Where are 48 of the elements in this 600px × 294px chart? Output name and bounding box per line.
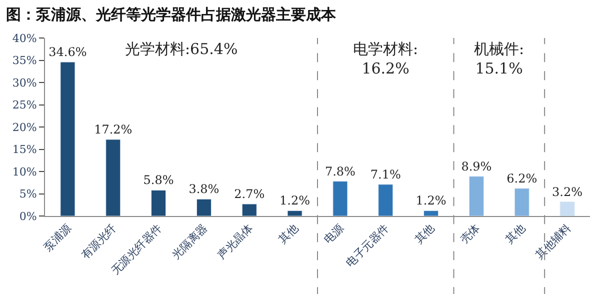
data-label: 7.1%: [370, 167, 401, 182]
data-label: 17.2%: [94, 122, 132, 136]
y-tick-label: 20%: [12, 120, 37, 134]
annotation: 光学材料:65.4%: [125, 40, 238, 58]
bar: [287, 210, 302, 216]
bar: [424, 210, 439, 216]
y-tick-label: 5%: [19, 188, 37, 201]
x-tick-label: 其他: [503, 222, 528, 246]
y-tick-label: 15%: [12, 143, 37, 156]
data-label: 3.8%: [188, 182, 220, 196]
bar: [60, 62, 76, 216]
x-tick-label: 其他辅料: [532, 222, 574, 262]
x-tick-label: 电源: [321, 222, 346, 246]
x-tick-label: 其他: [412, 222, 438, 246]
bar: [196, 198, 212, 216]
chart-title: 图：泵浦源、光纤等光学器件占据激光器主要成本: [6, 5, 337, 24]
y-tick-label: 40%: [12, 32, 37, 45]
y-tick-label: 25%: [12, 98, 37, 112]
annotation: 机械件: 15.1%: [474, 40, 524, 78]
data-label: 2.7%: [234, 186, 265, 201]
data-label: 6.2%: [506, 171, 538, 186]
y-tick-label: 30%: [12, 76, 37, 90]
data-label: 8.9%: [461, 159, 492, 174]
bar: [468, 176, 484, 216]
data-label: 7.8%: [324, 164, 356, 178]
y-tick-label: 0%: [19, 210, 37, 223]
bar: [106, 139, 121, 216]
x-tick-label: 壳体: [458, 222, 482, 246]
x-tick-label: 电子元器件: [344, 222, 392, 270]
y-tick-label: 10%: [12, 165, 37, 178]
data-label: 5.8%: [143, 173, 174, 188]
data-label: 34.6%: [48, 45, 87, 60]
x-tick-label: 声光晶体: [215, 222, 256, 262]
bar: [151, 190, 166, 216]
bar: [332, 181, 348, 216]
bar: [560, 202, 575, 216]
annotation: 电学材料: 16.2%: [353, 40, 418, 78]
x-tick-label: 光隔离器: [170, 222, 210, 262]
bar: [242, 204, 257, 216]
data-label: 3.2%: [552, 184, 583, 199]
x-tick-label: 有源光纤: [78, 222, 120, 262]
data-label: 1.2%: [416, 194, 446, 208]
bar: [514, 188, 530, 216]
y-tick-label: 35%: [12, 54, 37, 68]
data-label: 1.2%: [280, 194, 310, 208]
x-tick-label: 其他: [276, 222, 301, 246]
bar: [378, 184, 394, 216]
x-tick-label: 泵浦源: [41, 222, 74, 254]
